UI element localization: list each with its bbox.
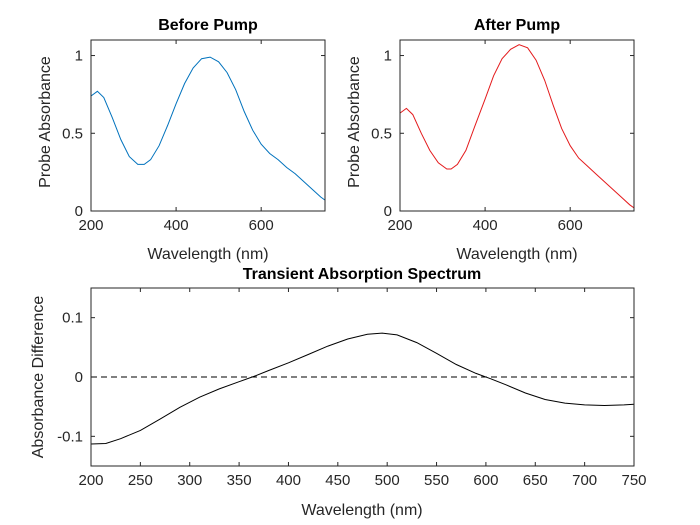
y-tick-label: 1 [75,48,83,65]
axis-ticks: 200 400 600 0 0.5 1 [371,40,634,234]
x-tick-label: 400 [276,472,301,489]
x-tick-label: 600 [249,217,274,234]
x-tick-label: 300 [177,472,202,489]
x-tick-label: 600 [558,217,583,234]
data-line-before-pump [90,56,326,201]
x-tick-label: 600 [473,472,498,489]
x-tick-label: 400 [164,217,189,234]
panel-transient-absorption: Transient Absorption Spectrum Wavelength… [30,266,647,519]
x-tick-label: 200 [387,217,412,234]
axes-frame [90,39,326,212]
x-tick-label: 350 [227,472,252,489]
axes-frame [90,287,635,467]
x-tick-label: 200 [78,217,103,234]
y-tick-label: -0.1 [57,428,83,445]
chart-title: Transient Absorption Spectrum [243,266,482,283]
x-tick-label: 550 [424,472,449,489]
x-tick-label: 450 [325,472,350,489]
y-tick-label: 1 [384,48,392,65]
panel-after-pump: After Pump Wavelength (nm) Probe Absorba… [346,17,635,263]
x-axis-label: Wavelength (nm) [456,246,577,263]
x-axis-label: Wavelength (nm) [301,502,422,519]
y-tick-label: 0.5 [371,125,392,142]
y-axis-label: Probe Absorbance [346,56,363,188]
axis-ticks: 200 400 600 0 0.5 1 [62,40,325,234]
x-tick-label: 400 [473,217,498,234]
x-tick-label: 750 [621,472,646,489]
axes-frame [399,39,635,212]
y-tick-label: 0 [384,203,392,220]
data-line-after-pump [399,44,635,209]
y-axis-label: Absorbance Difference [30,296,47,459]
y-tick-label: 0.1 [62,310,83,327]
chart-title: Before Pump [158,17,258,34]
y-axis-label: Probe Absorbance [37,56,54,188]
x-tick-label: 200 [78,472,103,489]
y-tick-label: 0 [75,203,83,220]
panel-before-pump: Before Pump Wavelength (nm) Probe Absorb… [37,17,326,263]
x-tick-label: 250 [128,472,153,489]
x-axis-label: Wavelength (nm) [147,246,268,263]
chart-title: After Pump [474,17,560,34]
y-tick-label: 0 [75,369,83,386]
y-tick-label: 0.5 [62,125,83,142]
x-tick-label: 650 [523,472,548,489]
x-tick-label: 500 [375,472,400,489]
x-tick-label: 700 [572,472,597,489]
data-line-transient-absorption [90,332,635,445]
axis-ticks: 200 250 300 350 400 450 500 550 600 650 700 750 -0.1… [57,288,647,489]
